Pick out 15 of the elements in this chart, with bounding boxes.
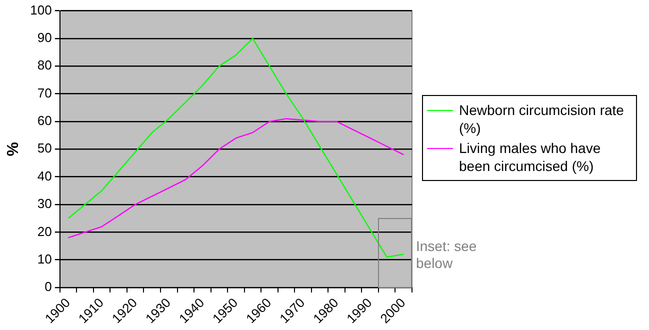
y-tick-label: 80 (37, 58, 52, 73)
y-tick-label: 70 (37, 85, 52, 100)
y-tick-label: 40 (37, 168, 52, 184)
y-tick-label: 90 (37, 30, 52, 46)
y-tick-label: 100 (30, 2, 52, 18)
y-tick-label: 0 (44, 279, 52, 294)
y-axis-title: % (5, 142, 22, 156)
y-tick-label: 10 (37, 251, 52, 266)
y-tick-label: 30 (37, 196, 52, 212)
y-tick-label: 20 (37, 224, 52, 239)
text: Inset: see below (416, 238, 478, 272)
legend-label: Newborn circumcision rate (%) (459, 101, 625, 137)
y-tick-label: 60 (37, 113, 52, 128)
y-tick-label: 50 (37, 140, 52, 156)
legend-label: Living males who have been circumcised (%) (459, 139, 602, 175)
